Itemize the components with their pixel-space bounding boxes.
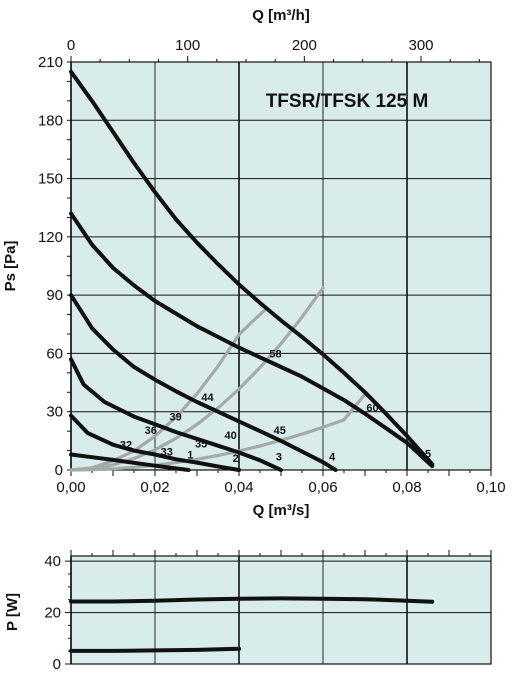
x2-tick-label: 300 xyxy=(408,37,433,54)
y-tick-label: 120 xyxy=(38,229,63,246)
x-tick-label: 0,06 xyxy=(308,479,337,496)
x2-tick-label: 0 xyxy=(67,37,75,54)
speed-curve-1 xyxy=(69,452,191,472)
x-tick-label: 0,04 xyxy=(224,479,253,496)
speed-curve-3 xyxy=(69,357,283,472)
y-tick-label: 210 xyxy=(38,54,63,71)
curve-label-40: 40 xyxy=(224,430,236,442)
y-tick-label: 60 xyxy=(46,345,63,362)
x-axis-title: Q [m³/s] xyxy=(253,502,310,519)
power-gridlines xyxy=(65,550,492,665)
x-tick-label: 0,00 xyxy=(56,479,85,496)
y-tick-label: 150 xyxy=(38,171,63,188)
power-plot: 0 20 40 P [W] xyxy=(4,550,492,673)
curve-label-1: 1 xyxy=(187,449,193,461)
chart-title: TFSR/TFSK 125 M xyxy=(266,91,429,112)
x-tick-label: 0,10 xyxy=(476,479,505,496)
curve-label-3: 3 xyxy=(276,452,282,464)
system-curve-system-2 xyxy=(69,286,325,472)
curve-label-60: 60 xyxy=(366,403,378,415)
curve-label-35: 35 xyxy=(195,439,207,451)
curve-label-44: 44 xyxy=(201,392,214,404)
curve-label-32: 32 xyxy=(120,440,132,452)
top-axis-title: Q [m³/h] xyxy=(252,7,310,24)
curve-label-2: 2 xyxy=(233,453,239,465)
speed-curve-6 xyxy=(69,69,435,467)
power-tick-labels: 0 20 40 xyxy=(44,553,61,673)
curve-label-58: 58 xyxy=(269,348,281,360)
power-y-tick-label: 40 xyxy=(44,553,61,570)
curve-label-45: 45 xyxy=(274,425,286,437)
x2-tick-label: 100 xyxy=(175,37,200,54)
x-tick-label: 0,08 xyxy=(392,479,421,496)
power-y-tick-label: 0 xyxy=(53,656,61,673)
y-tick-label: 0 xyxy=(55,462,63,479)
curve-label-5: 5 xyxy=(425,448,431,460)
system-curve-system-1 xyxy=(69,392,367,472)
system-curve-system-3 xyxy=(69,309,266,472)
main-curves xyxy=(69,69,435,472)
power-plot-background xyxy=(70,555,492,665)
speed-curve-5 xyxy=(69,211,435,469)
power-y-tick-label: 20 xyxy=(44,605,61,622)
speed-curve-4 xyxy=(69,293,338,472)
y-axis-title: Ps [Pa] xyxy=(2,241,19,292)
main-gridlines xyxy=(67,56,492,476)
x2-tick-label: 200 xyxy=(292,37,317,54)
x-tick-label: 0,02 xyxy=(140,479,169,496)
power-y-axis-title: P [W] xyxy=(4,593,21,631)
y-tick-label: 30 xyxy=(46,404,63,421)
curve-label-39: 39 xyxy=(169,411,181,423)
curve-label-4: 4 xyxy=(329,451,336,463)
y-tick-label: 180 xyxy=(38,112,63,129)
speed-curve-2 xyxy=(69,413,241,472)
y-tick-label: 90 xyxy=(46,287,63,304)
curve-label-33: 33 xyxy=(161,446,173,458)
power-curves xyxy=(69,596,435,653)
main-plot-background xyxy=(70,61,492,471)
power-curve-power-low xyxy=(69,646,241,653)
power-curve-power-high xyxy=(69,596,435,604)
curve-label-36: 36 xyxy=(145,425,157,437)
main-tick-labels: 0,00 0,02 0,04 0,06 0,08 0,10 0 100 200 300 0 30 60 9… xyxy=(38,37,506,496)
